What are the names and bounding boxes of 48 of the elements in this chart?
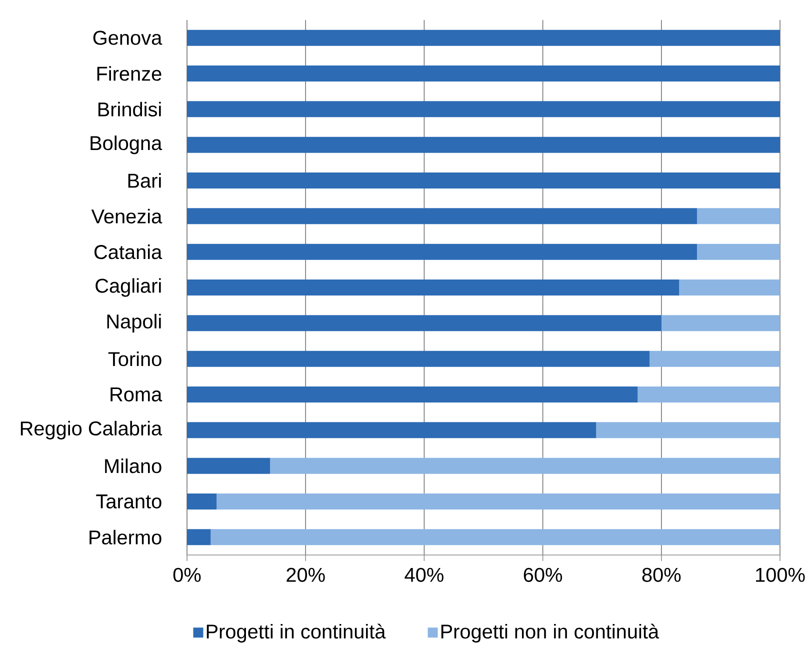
x-tick-label: 0%	[173, 568, 201, 582]
y-tick-label: Milano	[105, 458, 162, 474]
bar	[187, 422, 596, 438]
y-tick-label: Firenze	[97, 66, 162, 81]
y-tick-label: Bologna	[90, 136, 162, 154]
y-tick-label: Cagliari	[96, 278, 161, 297]
y-tick-label: Bari	[128, 173, 161, 188]
bar	[638, 386, 780, 403]
x-tick-label: 40%	[404, 568, 444, 582]
bar	[187, 350, 650, 367]
y-tick-label: Genova	[93, 30, 162, 45]
bar	[187, 208, 697, 224]
bar	[187, 494, 217, 510]
bar	[187, 172, 780, 189]
y-tick-label: Napoli	[107, 314, 161, 332]
x-tick-label: 60%	[524, 568, 562, 582]
bar	[661, 315, 780, 332]
y-tick-label: Torino	[108, 352, 162, 366]
bar	[187, 458, 270, 474]
y-tick-label: Taranto	[96, 494, 162, 508]
bar	[696, 244, 780, 260]
bar	[187, 315, 662, 332]
bar	[187, 280, 680, 296]
bar	[270, 458, 780, 474]
bar	[216, 494, 780, 510]
bar	[187, 30, 780, 46]
bar	[650, 350, 780, 367]
y-tick-label: Venezia	[91, 208, 162, 224]
bar	[187, 66, 780, 82]
bar	[696, 208, 780, 224]
y-tick-label: Reggio Calabria	[20, 420, 162, 440]
x-tick-label: 20%	[286, 568, 325, 582]
bar	[679, 280, 780, 296]
bar	[187, 386, 638, 403]
bar	[596, 422, 780, 438]
x-tick-label: 80%	[642, 568, 681, 582]
legend-label: Progetti non in continuità	[441, 624, 660, 643]
y-tick-label: Roma	[110, 388, 162, 402]
bar	[187, 101, 780, 118]
legend-label: Progetti in continuità	[206, 624, 386, 643]
bar	[187, 136, 780, 153]
y-tick-label: Brindisi	[98, 102, 161, 116]
x-tick-label: 100%	[756, 568, 805, 582]
bar	[187, 529, 211, 546]
y-tick-label: Catania	[94, 244, 162, 260]
y-tick-label: Palermo	[90, 530, 162, 544]
bar	[210, 529, 780, 546]
bar	[187, 244, 697, 260]
